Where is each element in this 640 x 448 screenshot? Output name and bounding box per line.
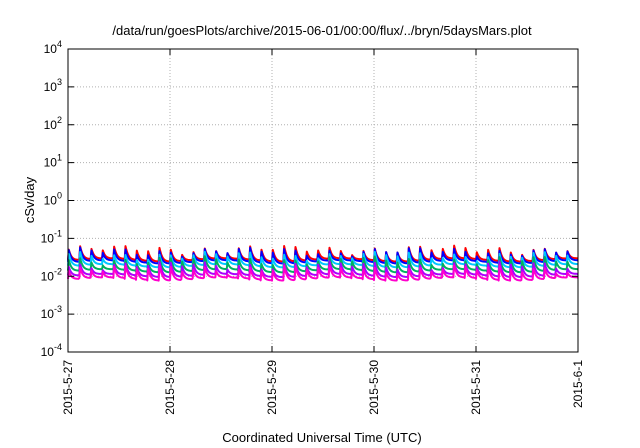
y-tick-label: 100 [44, 191, 62, 208]
y-tick-label: 104 [44, 39, 62, 56]
y-tick-label: 103 [44, 77, 62, 94]
y-tick-label: 10-2 [41, 266, 62, 283]
y-tick-labels: 10-4 10-3 10-2 10-1 100 101 102 103 104 [41, 39, 62, 359]
x-tick-label: 2015-5-28 [163, 360, 177, 415]
series-line [67, 246, 579, 265]
y-tick-label: 10-4 [41, 342, 62, 359]
x-tick-label: 2015-5-30 [367, 360, 381, 415]
chart-title: /data/run/goesPlots/archive/2015-06-01/0… [112, 23, 532, 38]
y-axis-title: cSv/day [22, 176, 37, 223]
x-tick-labels: 2015-5-27 2015-5-28 2015-5-29 2015-5-30 2015… [61, 360, 585, 415]
series-line [67, 250, 579, 269]
x-tick-label: 2015-5-29 [265, 360, 279, 415]
series-line [67, 244, 579, 263]
series-line [67, 260, 579, 279]
x-tick-label: 2015-5-27 [61, 360, 75, 415]
y-tick-label: 10-1 [41, 228, 62, 245]
y-tick-label: 10-3 [41, 304, 62, 321]
tick-marks [67, 48, 579, 353]
x-axis-title: Coordinated Universal Time (UTC) [222, 430, 421, 445]
y-tick-label: 101 [44, 153, 62, 170]
grid [68, 49, 578, 352]
y-tick-label: 102 [44, 115, 62, 132]
series-line [67, 255, 579, 274]
series-lines [67, 244, 579, 282]
x-tick-label: 2015-6-1 [571, 360, 585, 408]
series-line [67, 264, 579, 282]
x-tick-label: 2015-5-31 [469, 360, 483, 415]
